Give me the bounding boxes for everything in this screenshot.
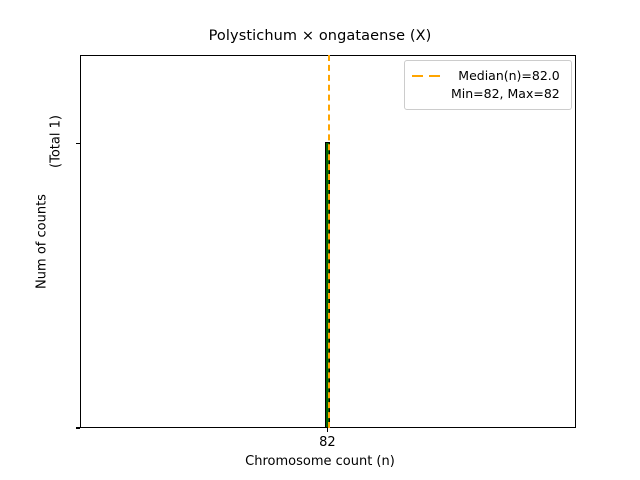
y-axis-label: Num of counts <box>34 194 50 289</box>
y-tick-mark-0 <box>76 427 80 429</box>
legend-entry-text: Median(n)=82.0 Min=82, Max=82 <box>451 67 560 103</box>
y-tick-mark-1 <box>76 142 80 144</box>
plot-area <box>80 55 576 428</box>
legend-label-minmax: Min=82, Max=82 <box>451 86 560 102</box>
x-axis-label: Chromosome count (n) <box>245 454 395 469</box>
x-tick-mark-82 <box>326 428 328 432</box>
median-line <box>327 55 330 428</box>
legend: Median(n)=82.0 Min=82, Max=82 <box>404 60 572 111</box>
legend-label-median: Median(n)=82.0 <box>458 68 560 83</box>
median-line-swatch-icon <box>412 70 444 83</box>
x-tick-label-82: 82 <box>319 435 336 450</box>
chart-title: Polystichum × ongataense (X) <box>208 28 432 44</box>
y-axis-label-total: (Total 1) <box>48 115 64 168</box>
